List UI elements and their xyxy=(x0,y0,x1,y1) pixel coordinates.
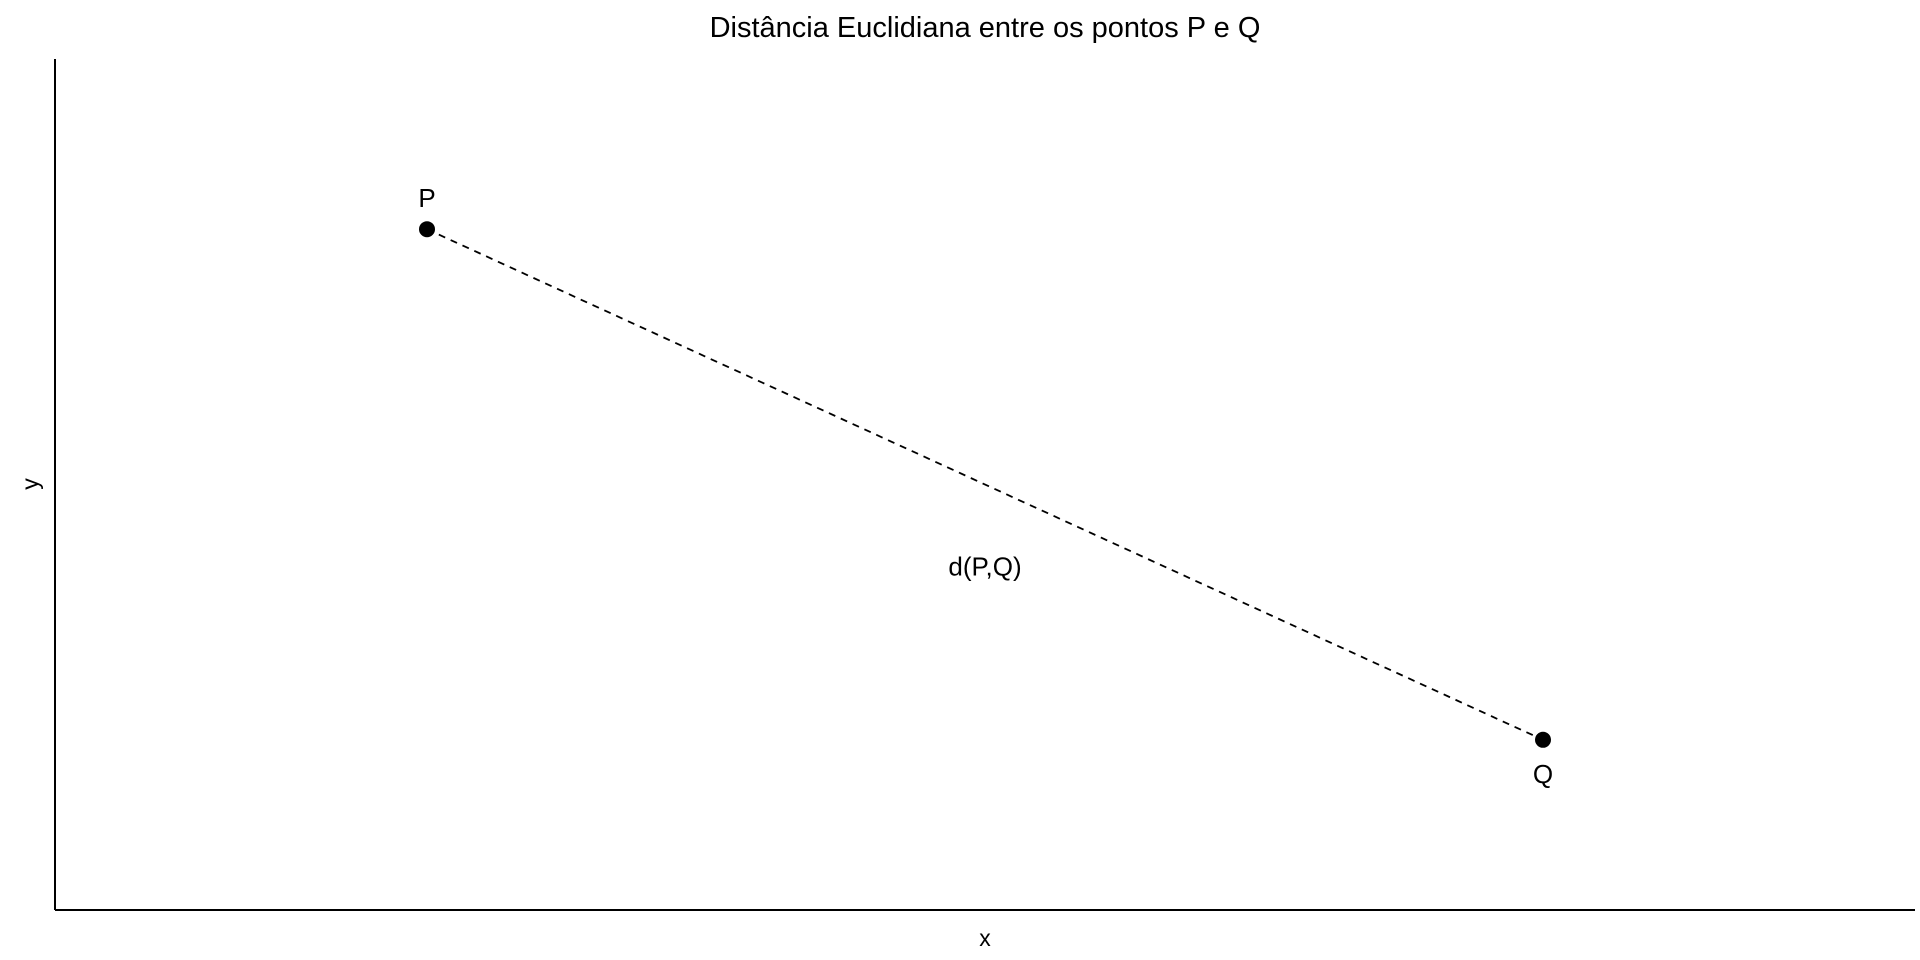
x-axis-label: x xyxy=(979,925,991,951)
y-axis-label: y xyxy=(17,478,43,490)
plot-marks: P Qd(P,Q) xyxy=(418,183,1553,789)
point-label-q: Q xyxy=(1533,759,1553,789)
chart-title: Distância Euclidiana entre os pontos P e… xyxy=(710,12,1261,44)
point-p xyxy=(419,221,435,238)
distance-segment xyxy=(426,228,1544,741)
point-q xyxy=(1535,731,1551,748)
distance-annotation: d(P,Q) xyxy=(948,552,1021,582)
point-label-p: P xyxy=(418,183,435,213)
